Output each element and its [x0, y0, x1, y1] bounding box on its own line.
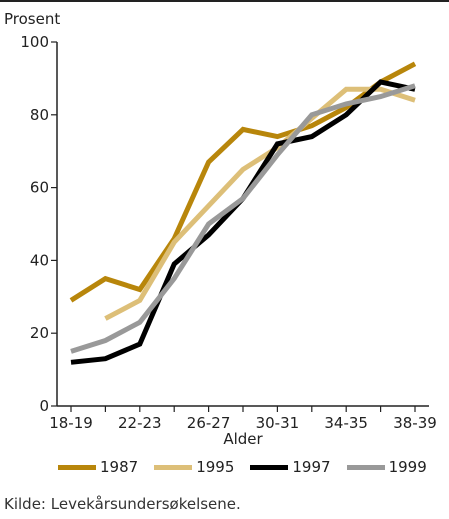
x-tick-label: 18-19 — [49, 414, 93, 432]
legend-swatch — [58, 464, 96, 470]
x-tick-label: 38-39 — [393, 414, 437, 432]
legend: 1987 1995 1997 1999 — [58, 458, 443, 476]
x-axis: 18-19 22-23 26-27 30-31 34-35 38-39 — [49, 405, 437, 432]
x-tick-label: 22-23 — [118, 414, 162, 432]
legend-item-1997: 1997 — [250, 458, 331, 476]
x-tick-label: 26-27 — [187, 414, 231, 432]
x-axis-label: Alder — [223, 430, 263, 448]
y-tick-label: 100 — [20, 33, 49, 51]
line-chart: Prosent 0 20 40 60 80 100 18-19 22-23 26-27 30-3… — [4, 10, 437, 448]
legend-swatch — [250, 464, 289, 470]
x-tick-label: 34-35 — [324, 414, 368, 432]
series-line-1995 — [104, 86, 416, 321]
legend-label: 1997 — [292, 458, 331, 476]
series-lines — [69, 61, 417, 365]
series-line-1999 — [70, 83, 416, 354]
y-tick-label: 60 — [30, 179, 49, 197]
y-tick-label: 80 — [30, 106, 49, 124]
y-tick-label: 40 — [30, 251, 49, 269]
legend-item-1987: 1987 — [58, 458, 138, 476]
legend-label: 1987 — [100, 458, 139, 476]
y-axis: 0 20 40 60 80 100 — [20, 33, 58, 415]
top-rule — [0, 0, 449, 2]
y-axis-label: Prosent — [4, 10, 60, 28]
legend-swatch — [346, 464, 385, 470]
series-line-1997 — [70, 79, 416, 365]
x-tick-label: 30-31 — [256, 414, 300, 432]
legend-item-1999: 1999 — [346, 458, 427, 476]
legend-label: 1995 — [196, 458, 235, 476]
legend-swatch — [154, 464, 193, 470]
legend-label: 1999 — [388, 458, 427, 476]
y-tick-label: 20 — [30, 324, 49, 342]
source-note: Kilde: Levekårsundersøkelsene. — [4, 495, 241, 513]
y-tick-label: 0 — [39, 397, 49, 415]
legend-item-1995: 1995 — [154, 458, 234, 476]
